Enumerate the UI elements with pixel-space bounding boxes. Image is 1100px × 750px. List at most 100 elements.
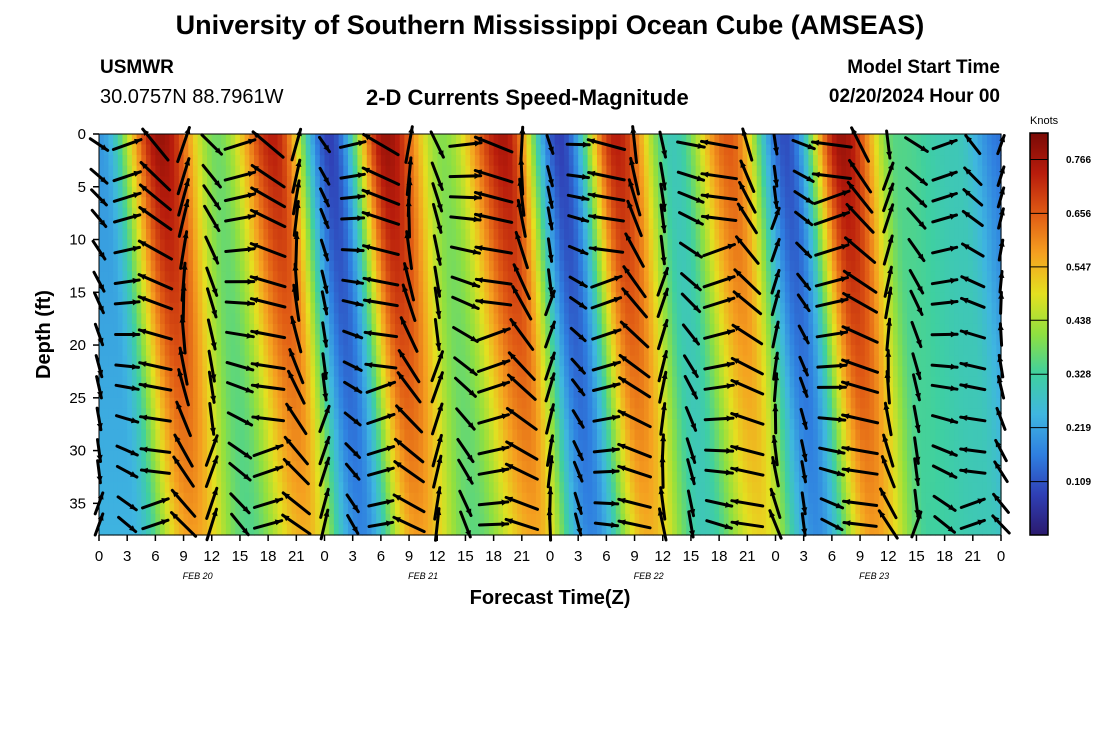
heatmap-cell	[127, 260, 133, 272]
heatmap-cell	[803, 165, 809, 177]
heatmap-cell	[813, 144, 819, 156]
heatmap-cell	[939, 260, 946, 272]
heatmap-cell	[103, 134, 109, 146]
heatmap-cell	[972, 186, 979, 198]
heatmap-cell	[789, 197, 795, 209]
heatmap-cell	[413, 260, 420, 272]
heatmap-cell	[695, 355, 701, 367]
heatmap-cell	[892, 334, 899, 346]
heatmap-cell	[606, 397, 612, 409]
heatmap-cell	[925, 366, 932, 378]
heatmap-cell	[620, 366, 626, 378]
heatmap-cell	[817, 366, 824, 378]
heatmap-cell	[183, 271, 189, 283]
heatmap-cell	[188, 334, 194, 346]
heatmap-cell	[737, 281, 744, 293]
heatmap-cell	[202, 323, 208, 336]
heatmap-cell	[658, 355, 664, 367]
heatmap-cell	[286, 376, 293, 388]
heatmap-cell	[761, 155, 767, 167]
heatmap-cell	[507, 165, 514, 177]
heatmap-cell	[136, 376, 142, 388]
heatmap-cell	[700, 313, 706, 325]
heatmap-cell	[315, 355, 321, 367]
heatmap-cell	[667, 292, 673, 304]
heatmap-cell	[385, 186, 391, 198]
heatmap-cell	[465, 302, 471, 314]
heatmap-cell	[935, 292, 941, 304]
heatmap-cell	[263, 271, 269, 283]
heatmap-cell	[634, 355, 640, 367]
heatmap-cell	[991, 397, 997, 409]
heatmap-cell	[103, 323, 109, 336]
heatmap-cell	[742, 260, 748, 272]
heatmap-cell	[855, 334, 861, 346]
heatmap-cell	[568, 155, 575, 167]
heatmap-cell	[235, 250, 241, 262]
heatmap-cell	[775, 334, 781, 346]
heatmap-cell	[545, 144, 551, 156]
heatmap-cell	[676, 134, 683, 146]
heatmap-cell	[423, 355, 429, 367]
heatmap-cell	[479, 345, 485, 357]
heatmap-cell	[944, 134, 950, 146]
heatmap-cell	[197, 334, 203, 346]
heatmap-cell	[540, 387, 546, 399]
heatmap-cell	[944, 176, 950, 188]
heatmap-cell	[390, 345, 396, 357]
heatmap-cell	[719, 387, 725, 399]
heatmap-cell	[413, 176, 420, 188]
heatmap-cell	[911, 345, 918, 357]
heatmap-cell	[634, 323, 640, 336]
heatmap-cell	[357, 144, 363, 156]
heatmap-cell	[503, 218, 509, 230]
heatmap-cell	[131, 186, 138, 198]
heatmap-cell	[700, 260, 706, 272]
heatmap-cell	[813, 366, 819, 378]
heatmap-cell	[949, 334, 955, 346]
heatmap-cell	[761, 302, 767, 314]
heatmap-cell	[131, 397, 138, 409]
heatmap-cell	[878, 176, 885, 188]
heatmap-cell	[550, 345, 556, 357]
heatmap-cell	[394, 281, 401, 293]
heatmap-cell	[860, 207, 866, 220]
heatmap-cell	[986, 207, 993, 220]
heatmap-cell	[145, 366, 152, 378]
heatmap-cell	[897, 165, 903, 177]
heatmap-cell	[155, 218, 161, 230]
heatmap-cell	[620, 345, 626, 357]
heatmap-cell	[568, 281, 575, 293]
heatmap-cell	[803, 376, 809, 388]
heatmap-cell	[324, 376, 330, 388]
heatmap-cell	[564, 218, 570, 230]
heatmap-cell	[939, 345, 946, 357]
heatmap-cell	[531, 376, 537, 388]
heatmap-cell	[794, 302, 800, 314]
heatmap-cell	[629, 355, 636, 367]
heatmap-cell	[827, 397, 833, 409]
heatmap-cell	[742, 281, 748, 293]
heatmap-cell	[479, 376, 485, 388]
heatmap-cell	[784, 155, 791, 167]
heatmap-cell	[385, 355, 391, 367]
heatmap-cell	[869, 292, 875, 304]
heatmap-cell	[310, 186, 316, 198]
heatmap-cell	[620, 250, 626, 262]
heatmap-cell	[263, 345, 269, 357]
heatmap-cell	[752, 218, 758, 230]
heatmap-cell	[286, 387, 293, 399]
heatmap-cell	[394, 397, 401, 409]
heatmap-cell	[643, 366, 650, 378]
heatmap-cell	[409, 313, 415, 325]
heatmap-cell	[921, 355, 927, 367]
heatmap-cell	[155, 323, 161, 336]
heatmap-cell	[949, 366, 955, 378]
heatmap-cell	[225, 345, 232, 357]
heatmap-cell	[954, 334, 960, 346]
heatmap-cell	[719, 250, 725, 262]
heatmap-cell	[653, 292, 659, 304]
heatmap-cell	[498, 260, 504, 272]
heatmap-cell	[676, 281, 683, 293]
heatmap-cell	[277, 186, 283, 198]
